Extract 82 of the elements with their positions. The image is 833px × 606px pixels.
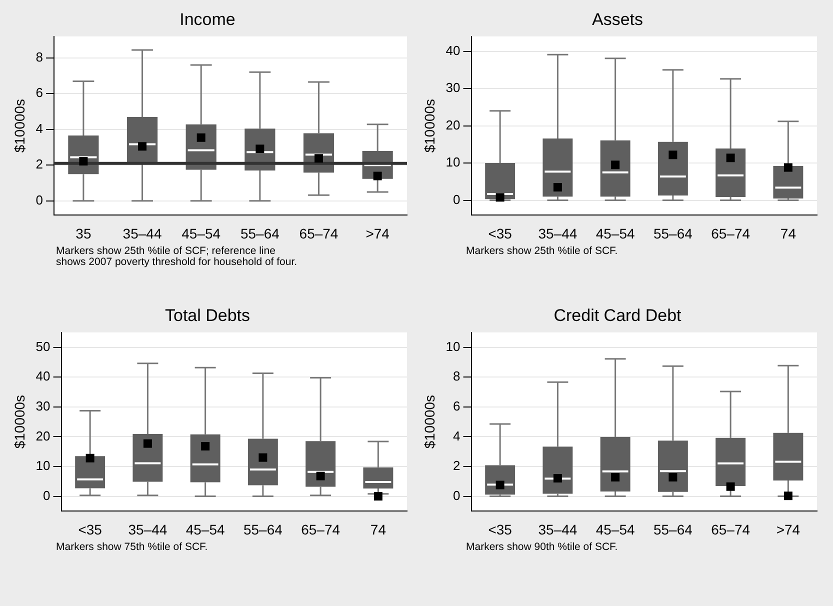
- y-tick-label: 2: [453, 458, 460, 474]
- x-tick-label: 55–64: [653, 521, 693, 538]
- y-tick-label: 6: [36, 85, 44, 100]
- point: [553, 474, 562, 483]
- text: Markers show 25th %tile of SCF; reference line shows 2007 poverty threshold for household of four.: [56, 245, 298, 268]
- x-tick-label: 45–54: [596, 521, 635, 538]
- x-tick-label: >74: [776, 521, 800, 538]
- x-tick-label: 45–54: [186, 521, 225, 538]
- y-tick-label: 4: [453, 428, 460, 444]
- y-tick-label: 50: [36, 338, 50, 354]
- point: [611, 160, 620, 170]
- point: [784, 163, 792, 172]
- x-tick-label: 55–64: [243, 521, 283, 538]
- x-tick-label: 35–44: [538, 225, 578, 242]
- x-tick-label: 55–64: [653, 225, 693, 242]
- y-tick-label: 30: [446, 80, 460, 96]
- point: [668, 150, 678, 160]
- point: [374, 492, 382, 501]
- x-tick-label: 65–74: [711, 225, 750, 242]
- point: [784, 492, 792, 500]
- point: [668, 472, 678, 482]
- x-tick-label: 65–74: [299, 225, 338, 242]
- y-axis-title: $10000s: [421, 98, 438, 153]
- text: Markers show 25th %tile of SCF.: [466, 245, 619, 257]
- point: [201, 442, 210, 450]
- point: [196, 133, 206, 142]
- y-tick-label: 8: [453, 368, 460, 384]
- y-tick-label: 6: [453, 398, 460, 414]
- y-tick-label: 20: [446, 117, 460, 132]
- x-tick-label: <35: [488, 225, 512, 242]
- x-tick-label: 45–54: [596, 225, 635, 242]
- point: [553, 183, 562, 192]
- y-tick-label: 10: [36, 458, 50, 474]
- x-tick-label: 65–74: [711, 521, 750, 538]
- point: [496, 480, 504, 490]
- x-tick-label: <35: [78, 521, 102, 538]
- point: [726, 482, 735, 491]
- point: [86, 454, 94, 462]
- point: [79, 156, 88, 166]
- point: [496, 193, 504, 202]
- x-tick-label: >74: [366, 225, 390, 242]
- x-tick-label: 55–64: [240, 225, 280, 242]
- x-tick-label: 35–44: [538, 521, 578, 538]
- y-tick-label: 10: [446, 338, 460, 354]
- y-axis-title: $10000s: [421, 394, 438, 449]
- y-axis-title: $10000s: [11, 394, 28, 449]
- point: [373, 172, 382, 180]
- x-tick-label: 35–44: [128, 521, 168, 538]
- point: [143, 439, 152, 448]
- point: [258, 453, 268, 462]
- x-tick-label: 35: [76, 225, 92, 242]
- point: [316, 472, 325, 480]
- y-tick-label: 8: [36, 49, 44, 64]
- point: [314, 154, 323, 163]
- y-tick-label: 2: [36, 156, 44, 172]
- y-tick-label: 0: [43, 488, 50, 503]
- y-tick-label: 4: [36, 120, 44, 136]
- x-tick-label: 65–74: [301, 521, 340, 538]
- chart-title: Income: [180, 10, 236, 29]
- x-tick-label: <35: [488, 521, 512, 538]
- point: [726, 154, 735, 162]
- x-tick-label: 74: [780, 225, 796, 242]
- text: Markers show 75th %tile of SCF.: [56, 541, 209, 553]
- y-tick-label: 40: [446, 42, 460, 58]
- point: [138, 142, 147, 151]
- y-tick-label: 20: [36, 428, 50, 444]
- y-tick-label: 40: [36, 368, 50, 384]
- y-tick-label: 30: [36, 398, 50, 414]
- x-tick-label: 45–54: [182, 225, 221, 242]
- chart-title: Assets: [592, 10, 644, 29]
- point: [611, 472, 620, 482]
- y-tick-label: 10: [446, 154, 460, 170]
- y-tick-label: 0: [36, 192, 44, 208]
- x-tick-label: 74: [370, 521, 386, 538]
- y-tick-label: 0: [453, 488, 460, 503]
- y-axis-title: $10000s: [11, 98, 28, 153]
- chart-title: Total Debts: [164, 306, 250, 325]
- text: Markers show 90th %tile of SCF.: [466, 541, 619, 553]
- chart-title: Credit Card Debt: [554, 306, 682, 325]
- point: [256, 144, 264, 154]
- x-tick-label: 35–44: [122, 225, 162, 242]
- y-tick-label: 0: [453, 192, 460, 207]
